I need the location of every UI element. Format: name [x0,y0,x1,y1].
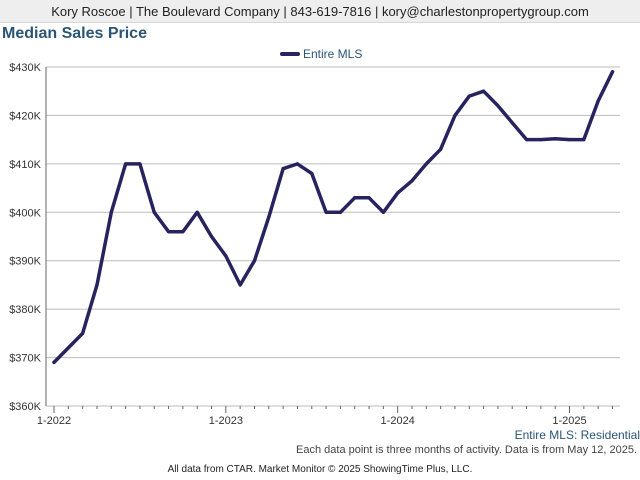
data-point [224,254,228,258]
data-point [209,234,214,239]
data-point [238,283,242,287]
data-point [281,167,285,171]
y-tick-label: $430K [9,62,41,74]
data-point [396,191,400,195]
grid-layer [46,66,620,407]
data-point [453,113,457,118]
data-point [582,138,586,142]
data-point [553,137,557,141]
data-point [138,162,142,166]
y-tick-label: $400K [9,207,41,219]
source-label: Entire MLS: Residential [514,428,640,442]
data-point [195,210,199,214]
y-tick-label: $380K [9,304,41,316]
contact-bar: Kory Roscoe | The Boulevard Company | 84… [0,0,640,23]
x-tick-label: 1-2023 [209,415,243,427]
axis-layer: $360K $370K $380K $390K $400K $410K $420K $430K… [9,62,613,427]
legend: Entire MLS [280,47,362,61]
data-point [496,104,500,108]
data-point [482,89,486,93]
x-tick-label: 1-2024 [381,415,415,427]
legend-label: Entire MLS [303,47,362,61]
series-layer [52,70,615,365]
chart-title: Median Sales Price [2,25,147,42]
data-point [181,230,185,234]
data-point [109,210,113,214]
data-point [152,210,156,214]
data-point [424,162,428,166]
data-point [324,210,328,214]
data-point [510,121,514,125]
y-tick-label: $420K [9,110,41,122]
data-point [410,179,414,183]
data-point [124,162,128,166]
data-point [367,196,371,200]
y-tick-label: $410K [9,159,41,171]
data-point [439,147,443,151]
x-tick-label: 1-2025 [552,415,586,427]
data-point [252,259,257,263]
data-point [267,215,271,219]
x-tick-label: 1-2022 [37,415,71,427]
data-point [539,138,543,142]
data-point [381,210,385,214]
data-point [353,196,357,200]
data-point [338,210,342,214]
data-point [66,346,70,350]
data-point [567,138,572,142]
data-point [524,138,529,142]
y-tick-label: $370K [9,353,41,365]
y-tick-label: $360K [9,401,41,413]
data-point [95,283,99,287]
data-point [467,94,471,98]
data-point [610,70,615,74]
data-point [310,171,314,176]
data-point [52,360,56,365]
data-point [166,230,171,234]
credit-line: All data from CTAR. Market Monitor © 202… [167,464,473,475]
contact-text: Kory Roscoe | The Boulevard Company | 84… [51,3,589,19]
data-note: Each data point is three months of activ… [296,444,637,456]
y-tick-label: $390K [9,256,41,268]
data-point [596,99,600,103]
data-point [81,331,85,335]
series-line-entire-mls [52,70,615,365]
data-point [295,162,300,166]
